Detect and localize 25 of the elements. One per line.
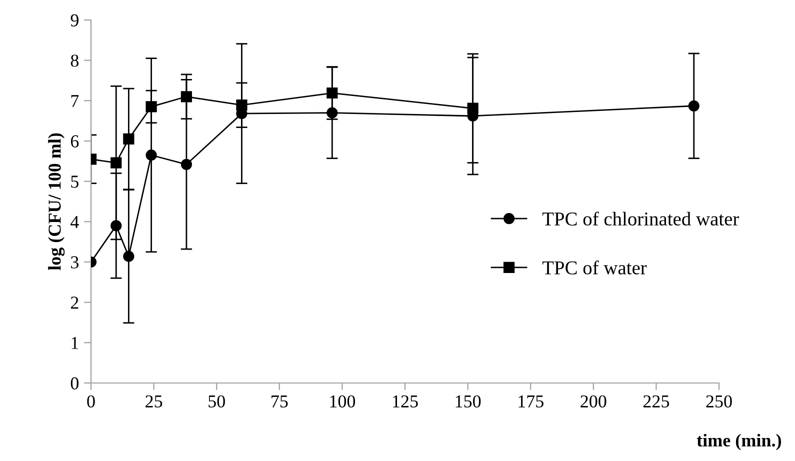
x-tick-label: 175	[518, 395, 544, 408]
y-tick-label: 6	[70, 135, 79, 148]
y-tick-label: 8	[70, 54, 79, 67]
x-tick-label: 250	[706, 395, 732, 408]
y-tick-label: 4	[70, 216, 79, 228]
y-tick-label: 0	[70, 377, 79, 390]
x-tick-label: 100	[330, 395, 356, 408]
x-axis-title: time (min.)	[696, 434, 782, 450]
x-tick-label: 50	[208, 395, 225, 408]
x-tick-label: 150	[456, 395, 481, 408]
y-tick-label: 2	[70, 296, 78, 309]
y-tick-label: 1	[72, 337, 78, 349]
y-axis-title: log (CFU/ 100 ml)	[48, 133, 65, 270]
y-tick-label: 9	[70, 14, 78, 26]
x-tick-label: 125	[393, 395, 418, 408]
legend-label: TPC of water	[542, 260, 647, 274]
y-tick-label: 3	[71, 256, 78, 268]
x-tick-label: 225	[643, 395, 670, 408]
y-tick-label: 7	[71, 95, 79, 107]
x-tick-label: 25	[146, 395, 162, 408]
y-tick-label: 5	[71, 176, 78, 188]
x-tick-label: 0	[87, 395, 95, 408]
x-tick-label: 200	[580, 395, 606, 408]
legend-label: TPC of chlorinated water	[542, 212, 740, 226]
x-tick-label: 75	[272, 396, 288, 408]
